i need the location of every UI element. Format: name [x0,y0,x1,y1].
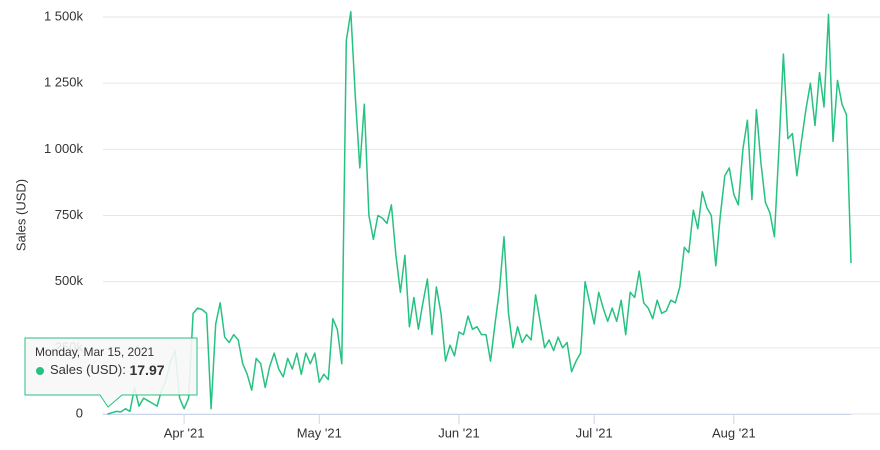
tooltip-box [24,337,198,408]
y-tick-label: 1 000k [44,141,84,156]
tooltip-value: 17.97 [129,362,164,378]
y-tick-label: 500k [55,273,84,288]
line [107,10,852,415]
tooltip-colon: : [122,362,129,377]
x-tick-label: Jul '21 [576,425,613,440]
tooltip-date: Monday, Mar 15, 2021 [35,345,155,359]
y-tick-label: 0 [76,405,83,420]
tooltip-series-name: Sales (USD) [50,362,122,377]
tooltip-dot [36,367,44,375]
x-tick-label: May '21 [297,425,342,440]
y-tick-label: 750k [55,207,84,222]
tooltip: Monday, Mar 15, 2021 Sales (USD): 17.97 [24,337,198,408]
x-tick-label: Jun '21 [438,425,480,440]
y-tick-label: 1 500k [44,8,84,23]
y-axis-title: Sales (USD) [13,179,28,251]
y-tick-label: 1 250k [44,75,84,90]
x-tick-label: Aug '21 [712,425,756,440]
x-tick-label: Apr '21 [164,425,205,440]
tooltip-series: Sales (USD): 17.97 [50,362,165,378]
